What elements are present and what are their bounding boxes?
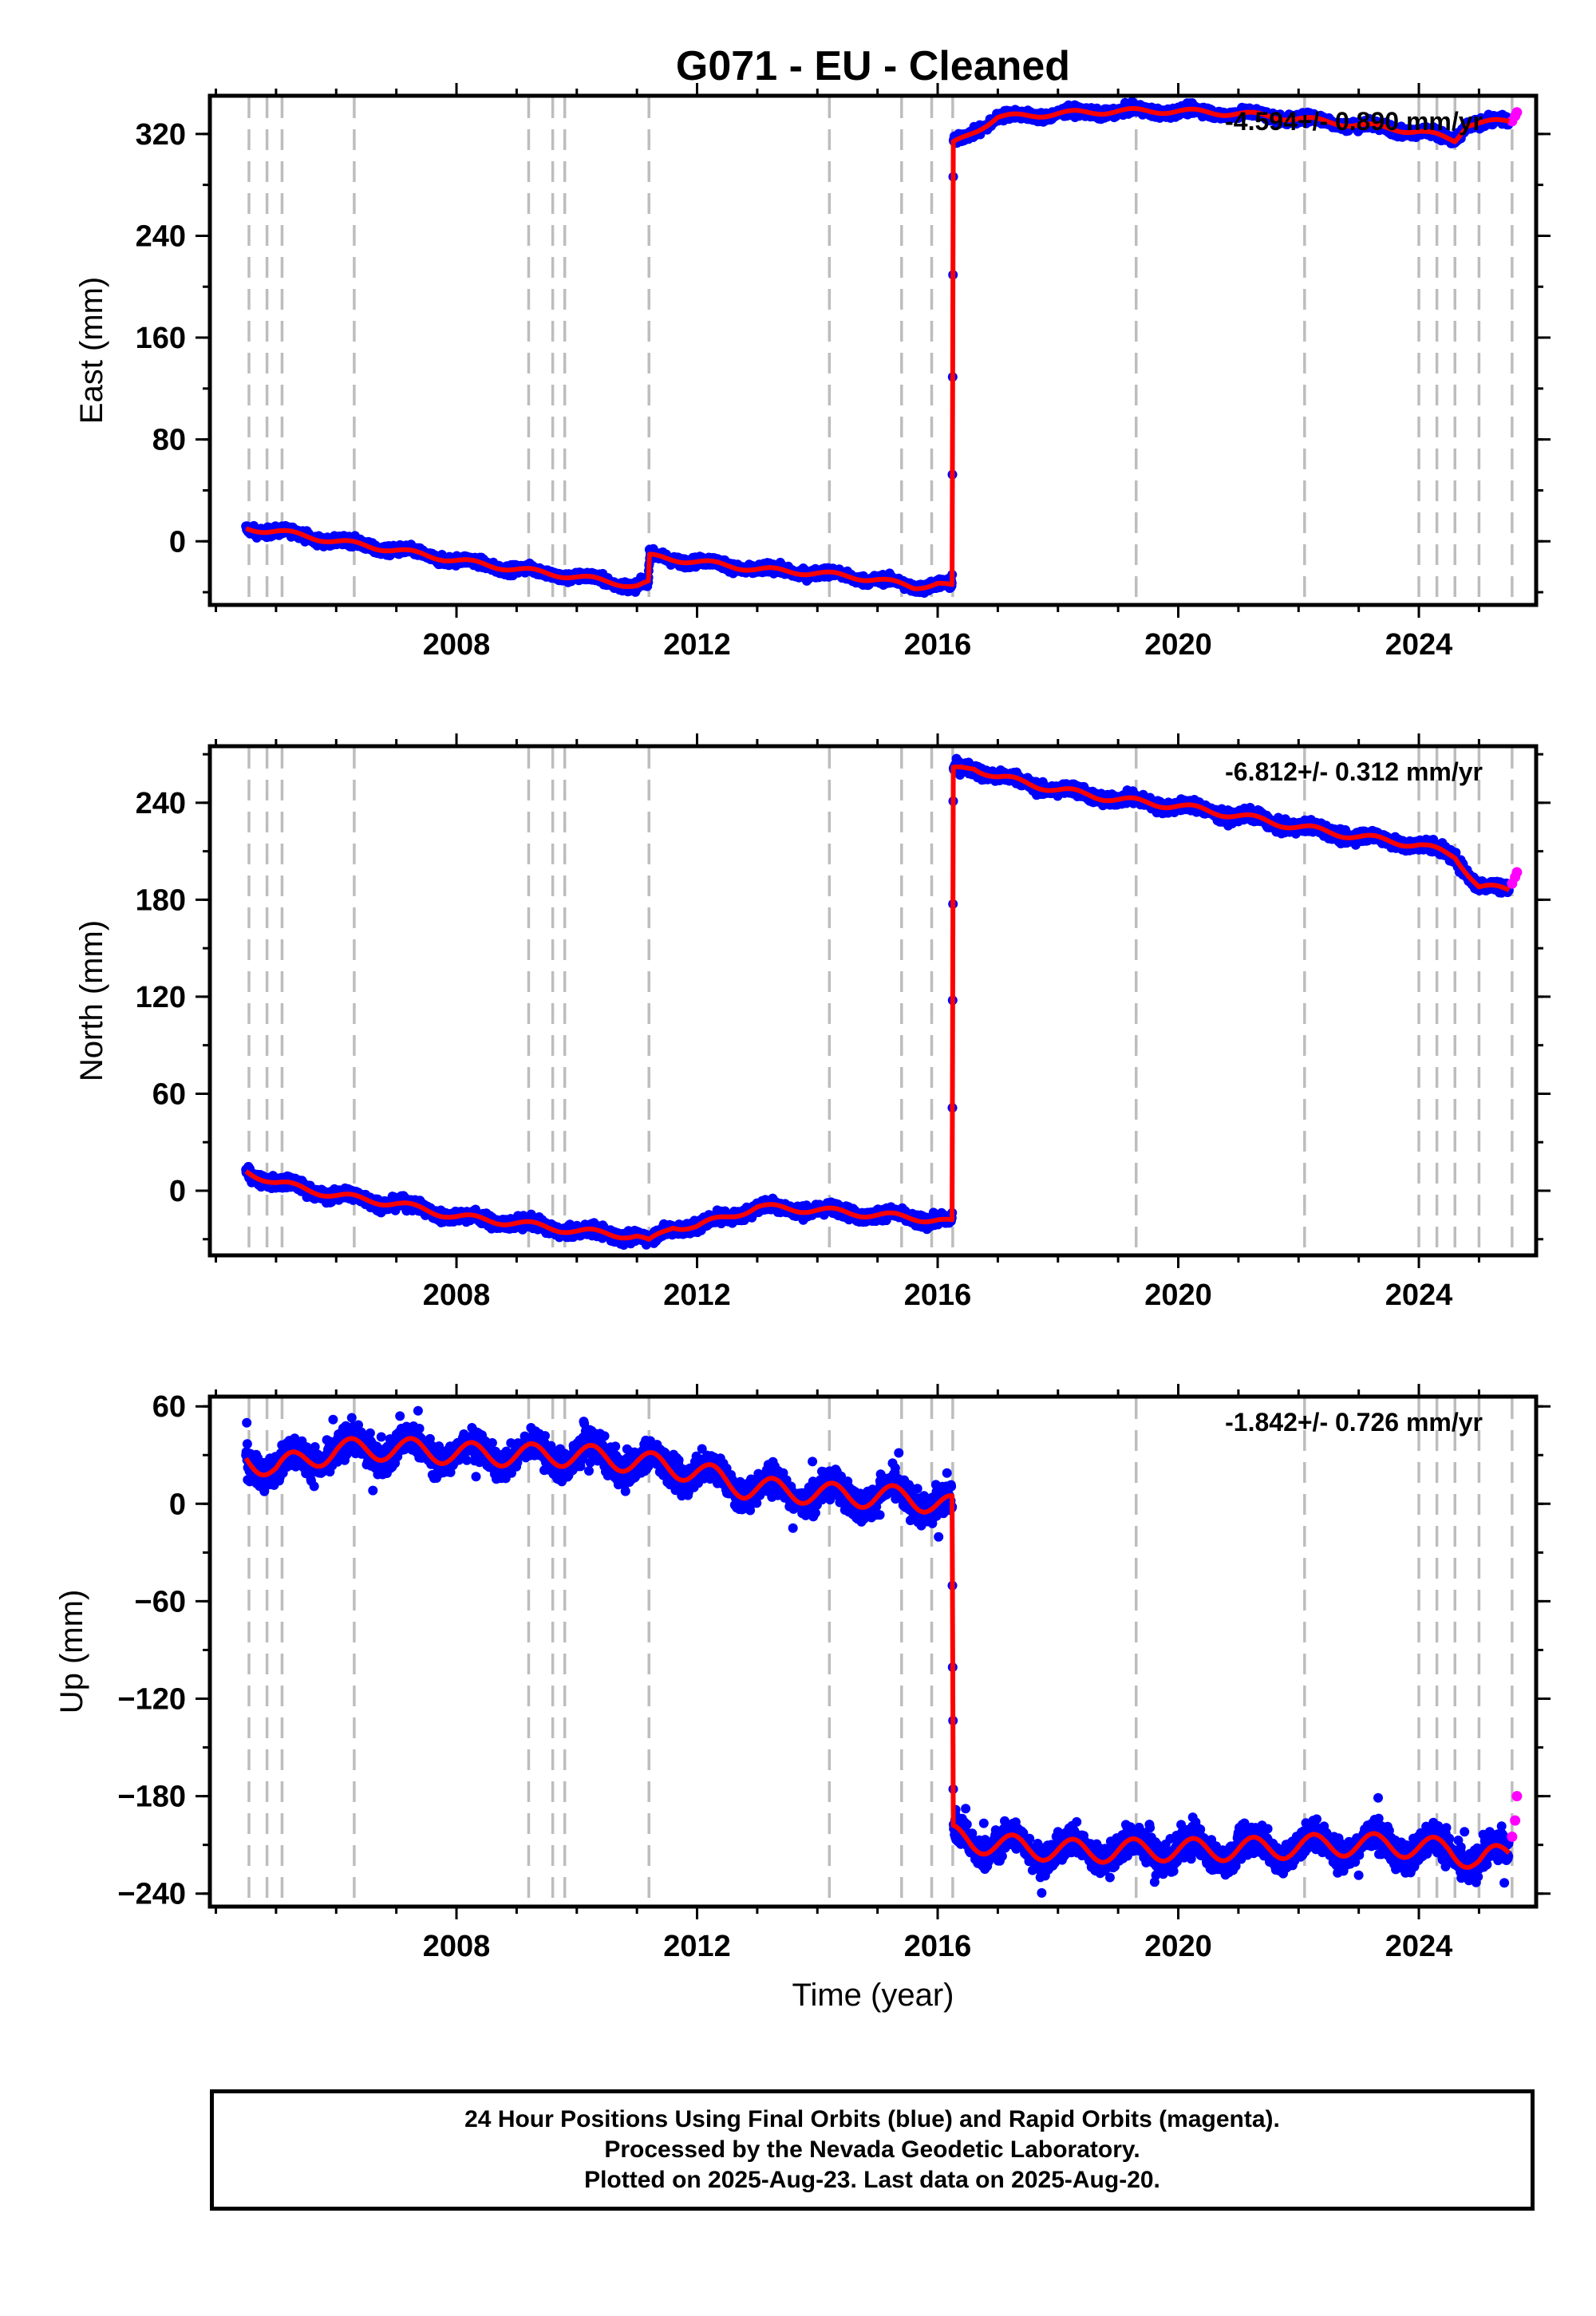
rapid-data-point — [1511, 107, 1523, 118]
model-line — [244, 106, 1511, 591]
x-tick-label: 2012 — [663, 628, 731, 662]
plot-area — [241, 753, 1523, 1250]
y-tick-label: 160 — [136, 322, 186, 355]
chart-title: G071 - EU - Cleaned — [676, 43, 1070, 89]
x-tick-label: 2024 — [1385, 628, 1453, 662]
x-tick-label: 2020 — [1144, 628, 1212, 662]
x-tick-label: 2016 — [904, 628, 972, 662]
y-tick-label: 320 — [136, 118, 186, 152]
x-tick-label: 2008 — [423, 628, 491, 662]
y-tick-label: 0 — [169, 525, 186, 559]
final-orbits-points — [241, 97, 1514, 598]
y-axis-label: East (mm) — [74, 277, 109, 424]
panel-east: 2008 2012 2016 2020 2024 0 80 160 240 320 East (mm… — [74, 83, 1551, 662]
rate-label: -4.594+/- 0.890 mm/yr — [1225, 107, 1483, 136]
plot-area — [241, 97, 1523, 598]
y-tick-label: 80 — [152, 424, 186, 457]
y-tick-label: 240 — [136, 219, 186, 253]
plot-frame — [207, 93, 1539, 607]
